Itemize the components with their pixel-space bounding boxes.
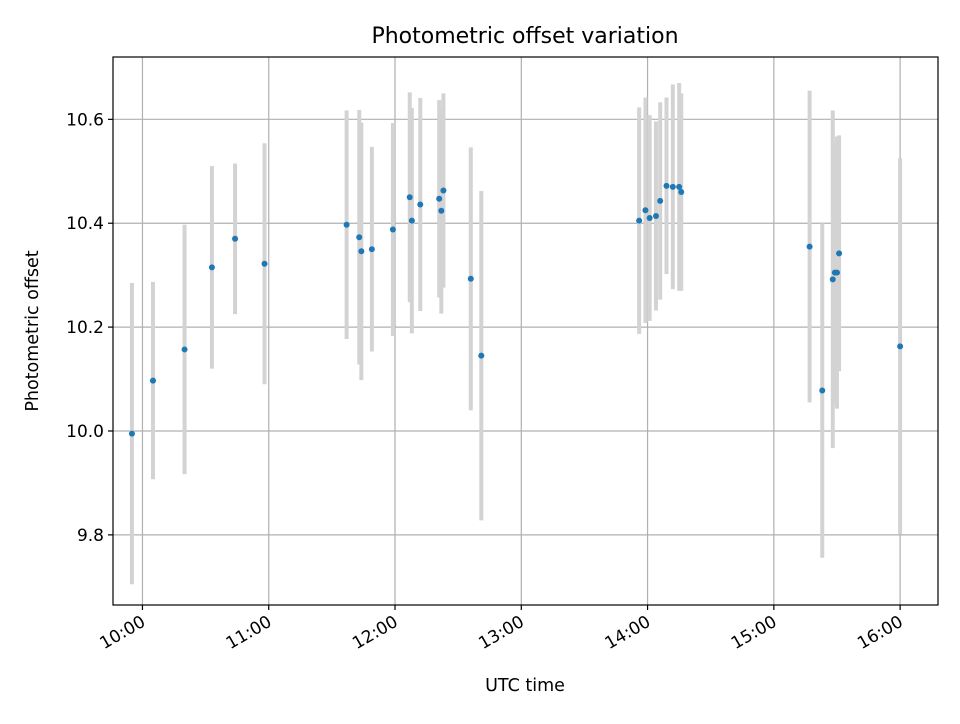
data-point [438,207,445,214]
data-point [833,269,840,276]
data-point [440,187,447,194]
x-axis-label: UTC time [485,676,565,696]
data-point [652,212,659,219]
data-point [208,264,215,271]
data-point [819,387,826,394]
data-point [636,217,643,224]
data-point [181,346,188,353]
data-point [358,248,365,255]
data-point [676,183,683,190]
data-point [646,215,653,222]
y-tick-label: 10.4 [66,214,104,234]
data-point [897,343,904,350]
data-point [232,235,239,242]
data-point [389,226,396,233]
y-axis-label: Photometric offset [23,250,43,411]
data-point [128,430,135,437]
data-point [417,201,424,208]
data-point [356,234,363,241]
data-point [467,275,474,282]
plot-frame [112,56,939,606]
data-point [261,260,268,267]
data-point [829,276,836,283]
y-tick-label: 10.2 [66,318,104,338]
data-points [128,182,904,437]
data-point [836,250,843,257]
data-point [478,352,485,359]
y-tick-label: 10.0 [66,422,104,442]
chart-title: Photometric offset variation [371,24,678,49]
data-point [669,183,676,190]
data-point [642,207,649,214]
data-point [406,194,413,201]
y-tick-label: 10.6 [66,110,104,130]
y-tick-label: 9.8 [77,526,104,546]
data-point [368,246,375,253]
data-point [149,377,156,384]
data-point [678,189,685,196]
data-point [436,195,443,202]
grid [113,57,938,605]
data-point [663,182,670,189]
data-point [657,197,664,204]
data-point [408,217,415,224]
data-point [806,243,813,250]
data-point [343,221,350,228]
